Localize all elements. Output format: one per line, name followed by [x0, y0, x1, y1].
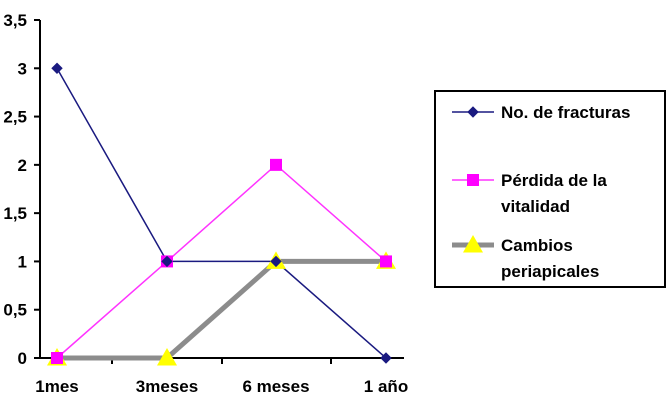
- series-line-3: [57, 258, 386, 361]
- series-1-point: [380, 352, 392, 364]
- legend-label-2: Pérdida de la: [501, 171, 607, 190]
- x-tick-label: 1 año: [364, 377, 408, 396]
- series-1-point: [161, 255, 173, 268]
- y-tick-label: 3: [18, 59, 27, 78]
- series-3-point: [157, 348, 177, 366]
- legend-label-2: vitalidad: [501, 197, 570, 216]
- series-line-1: [56, 67, 387, 359]
- series-1-point: [270, 255, 282, 268]
- series-line-2: [56, 163, 387, 359]
- x-tick-label: 1mes: [35, 377, 78, 396]
- y-tick-label: 2,5: [3, 108, 27, 127]
- series-2-point: [51, 352, 63, 364]
- legend-label-3: periapicales: [501, 262, 599, 281]
- y-tick-label: 2: [18, 156, 27, 175]
- legend-box: [434, 90, 666, 288]
- x-tick-label: 6 meses: [242, 377, 309, 396]
- legend-marker-2: [467, 174, 479, 186]
- series-1-point: [51, 62, 63, 74]
- legend-marker-3: [463, 235, 483, 253]
- series-2-point: [270, 158, 282, 171]
- legend-label-1: No. de fracturas: [501, 103, 630, 122]
- legend: No. de fracturas Pérdida de la vitalidad Ca…: [434, 90, 666, 288]
- y-tick-label: 3,5: [3, 11, 27, 30]
- x-tick-label: 3meses: [136, 377, 198, 396]
- y-tick-label: 1,5: [3, 204, 27, 223]
- legend-marker-1: [467, 106, 479, 118]
- y-tick-label: 1: [18, 252, 27, 271]
- series-2-point: [380, 255, 392, 268]
- legend-label-3: Cambios: [501, 236, 573, 255]
- y-tick-label: 0,5: [3, 301, 27, 320]
- y-tick-label: 0: [18, 349, 27, 368]
